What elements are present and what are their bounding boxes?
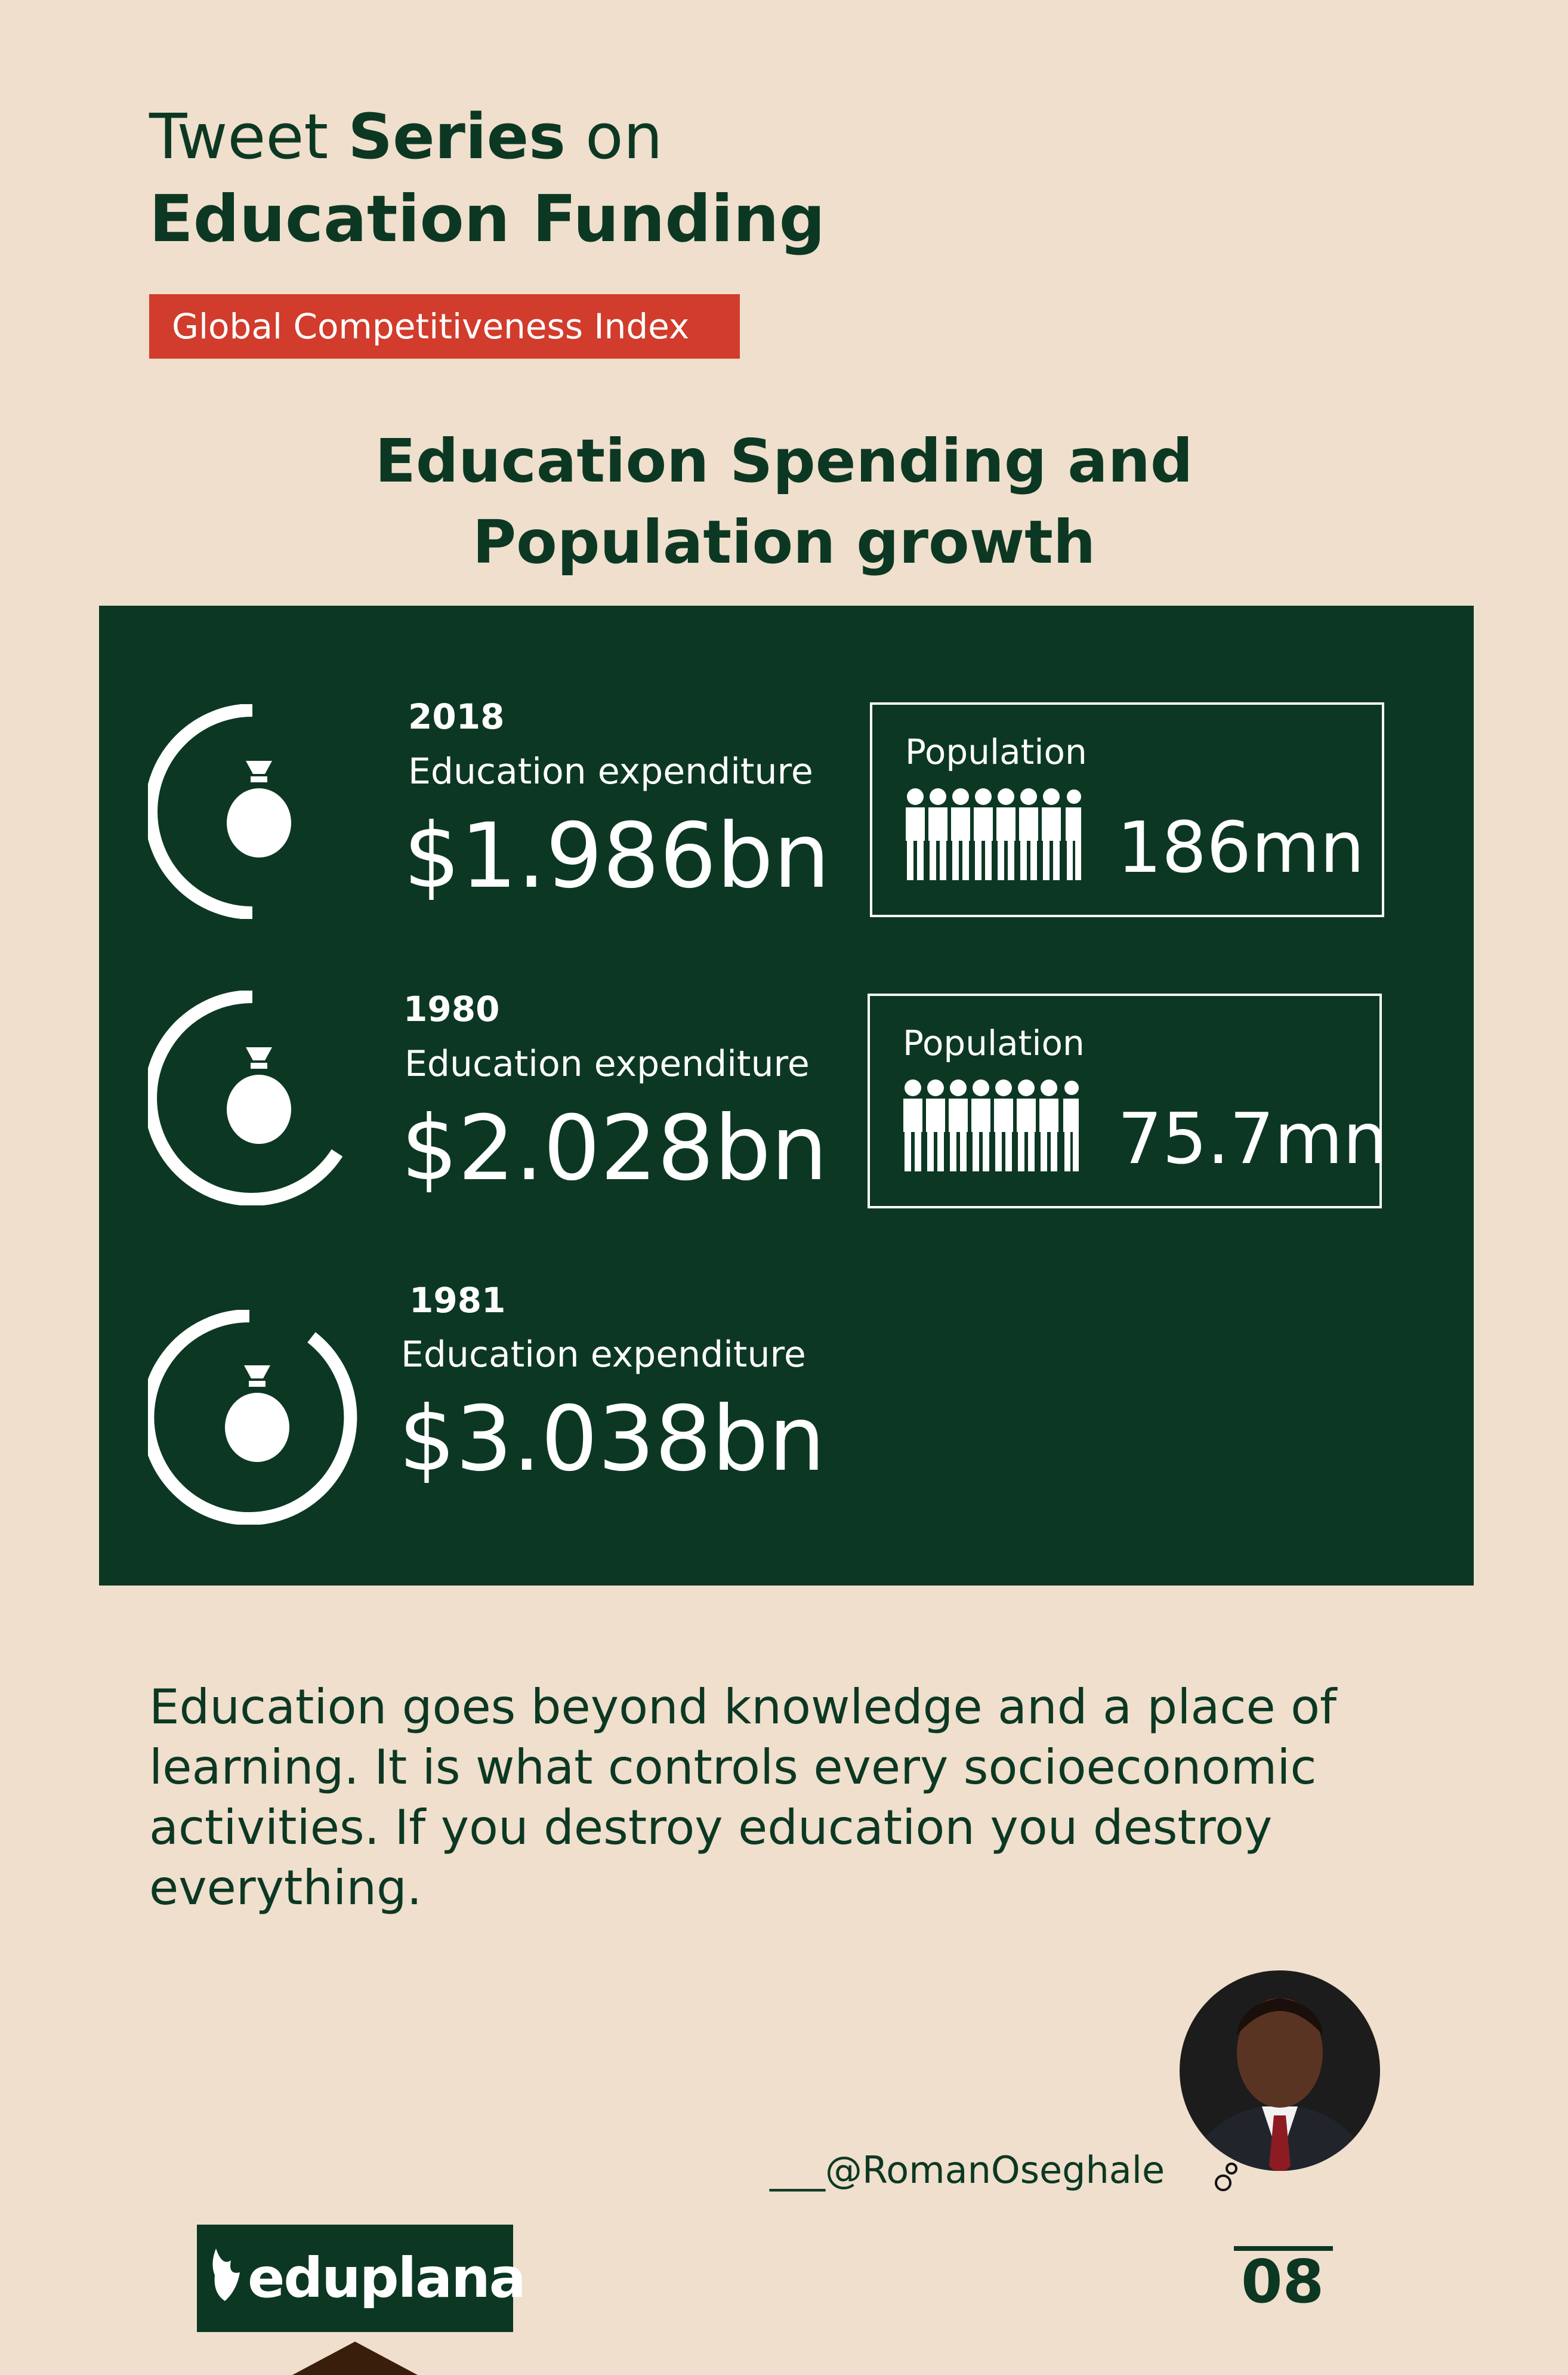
quote-text: Education goes beyond knowledge and a pl…: [149, 1679, 1337, 1916]
avatar: [1180, 1970, 1380, 2171]
expenditure-label: Education expenditure: [401, 1334, 806, 1375]
category-tag: Global Competitiveness Index: [149, 294, 740, 359]
population-box: Population 75.7mn: [868, 994, 1387, 1208]
logo-flame-icon: [212, 2248, 240, 2301]
section-heading: Education Spending and Population growth: [375, 426, 1193, 577]
progress-ring-2018: [148, 704, 253, 919]
population-value: 186mn: [1117, 806, 1365, 889]
title-line-1: Tweet Series on: [149, 100, 663, 173]
population-label: Population: [903, 1023, 1085, 1063]
expenditure-label: Education expenditure: [405, 1043, 810, 1085]
people-icon: [903, 1079, 1079, 1171]
population-label: Population: [905, 732, 1087, 772]
year-label: 1981: [409, 1280, 506, 1321]
people-icon: [906, 788, 1081, 880]
population-value: 75.7mn: [1118, 1097, 1388, 1180]
page-number: 08: [1241, 2247, 1325, 2317]
expenditure-amount: $2.028bn: [401, 1097, 828, 1201]
year-label: 2018: [408, 696, 505, 737]
expenditure-amount: $3.038bn: [399, 1387, 826, 1491]
money-bag-icon: [227, 761, 291, 858]
bottom-triangle-decoration: [292, 2342, 418, 2375]
progress-ring-1981: [148, 1310, 357, 1525]
title-line-2: Education Funding: [149, 182, 825, 257]
logo-text: eduplana: [248, 2246, 526, 2310]
expenditure-label: Education expenditure: [408, 751, 813, 792]
thought-bubble-icon: [1215, 2163, 1237, 2191]
money-bag-icon: [227, 1047, 291, 1144]
money-bag-icon: [225, 1365, 289, 1462]
population-box: Population 186mn: [870, 702, 1384, 917]
eduplana-logo: eduplana: [197, 2225, 526, 2332]
progress-ring-1980: [148, 991, 343, 1205]
author-handle[interactable]: ___@RomanOseghale: [770, 2148, 1165, 2192]
stats-panel: 2018 Education expenditure $1.986bn Popu…: [99, 606, 1474, 1586]
year-label: 1980: [403, 989, 500, 1029]
page-number-rule: [1234, 2246, 1333, 2251]
expenditure-amount: $1.986bn: [403, 804, 831, 908]
